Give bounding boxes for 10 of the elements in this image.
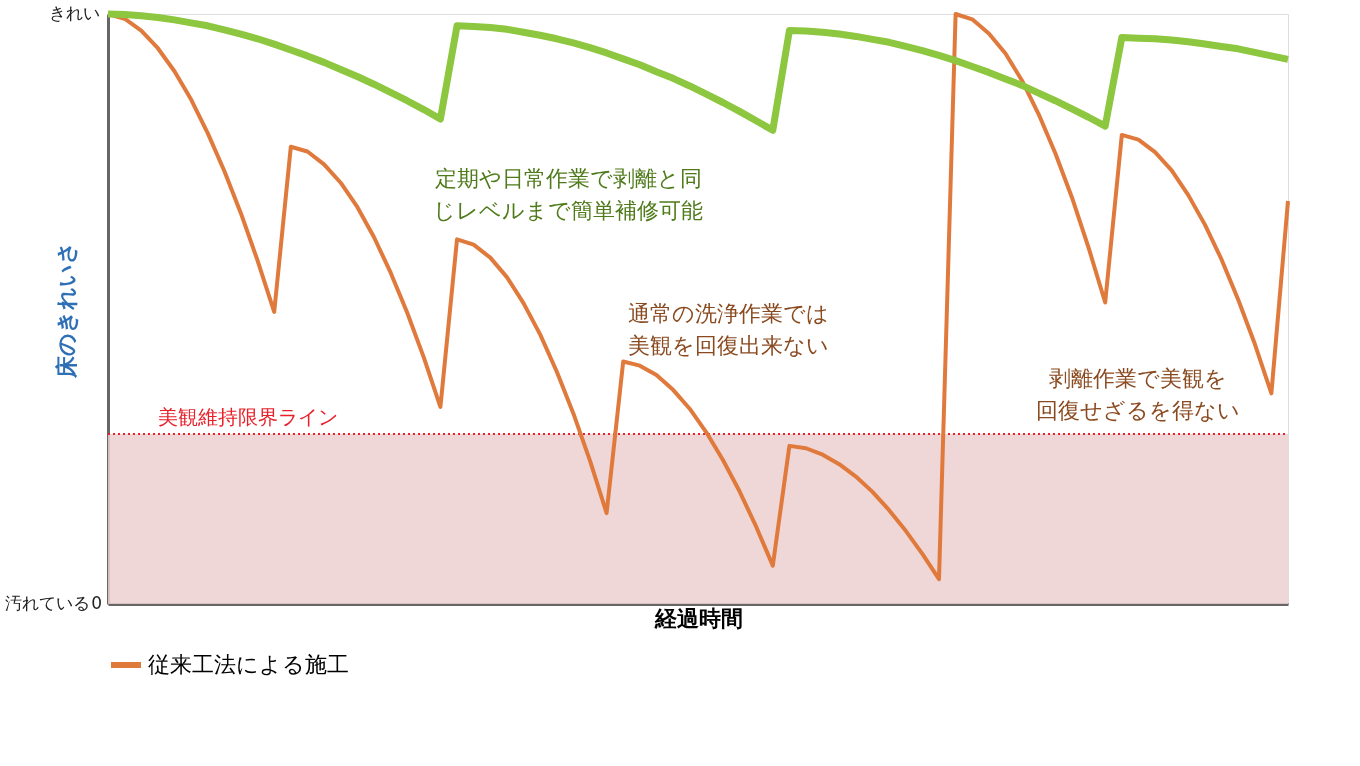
text: 汚れている <box>5 593 90 613</box>
text: きれい <box>49 3 100 23</box>
ref-line-label: 美観維持限界ライン <box>158 405 338 430</box>
y-axis-title: 床のきれいさ <box>53 241 79 379</box>
annotation: 定期や日常作業で剥離と同じレベルまで簡単補修可能 <box>433 166 703 223</box>
annotation: 通常の洗浄作業では美観を回復出来ない <box>627 301 829 358</box>
text: 0 <box>91 593 102 613</box>
x-axis-title: 経過時間 <box>653 605 743 631</box>
annotation: 剥離作業で美観を回復せざるを得ない <box>1036 366 1240 423</box>
legend-label: 従来工法による施工 <box>148 652 349 677</box>
